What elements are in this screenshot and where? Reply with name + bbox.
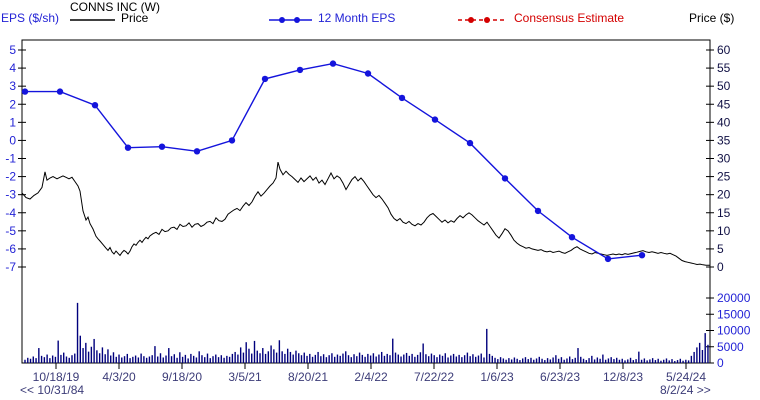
svg-text:5/24/24: 5/24/24 [666, 370, 706, 384]
price-line [21, 161, 710, 266]
svg-text:-1: -1 [5, 152, 16, 166]
svg-text:-6: -6 [5, 242, 16, 256]
svg-text:20: 20 [717, 188, 731, 202]
eps-axis: 5 4 3 2 1 0 -1 -2 -3 -4 -5 -6 -7 [5, 43, 26, 274]
svg-text:1/6/23: 1/6/23 [480, 370, 514, 384]
svg-text:4: 4 [9, 61, 16, 75]
eps-legend-label: 12 Month EPS [318, 11, 396, 25]
svg-text:0: 0 [717, 260, 724, 274]
svg-text:10000: 10000 [717, 324, 751, 338]
svg-text:5000: 5000 [717, 340, 744, 354]
consensus-legend-label: Consensus Estimate [514, 11, 625, 25]
svg-text:0: 0 [9, 133, 16, 147]
price-legend-label: Price [121, 11, 149, 25]
svg-text:12/8/23: 12/8/23 [603, 370, 643, 384]
svg-text:50: 50 [717, 79, 731, 93]
svg-text:10/18/19: 10/18/19 [33, 370, 80, 384]
consensus-legend-swatch [458, 17, 507, 23]
svg-text:4/3/20: 4/3/20 [102, 370, 136, 384]
svg-text:-7: -7 [5, 260, 16, 274]
svg-text:5: 5 [717, 242, 724, 256]
nav-prev-date[interactable]: << 10/31/84 [20, 383, 85, 397]
eps-legend-swatch [269, 17, 312, 23]
svg-text:25: 25 [717, 170, 731, 184]
svg-text:3/5/21: 3/5/21 [228, 370, 262, 384]
svg-text:15: 15 [717, 206, 731, 220]
volume-axis: 20000 15000 10000 5000 0 [706, 291, 751, 370]
svg-text:45: 45 [717, 97, 731, 111]
svg-text:1: 1 [9, 115, 16, 129]
svg-text:15000: 15000 [717, 307, 751, 321]
svg-text:10: 10 [717, 224, 731, 238]
nav-next-date[interactable]: 8/2/24 >> [660, 383, 711, 397]
svg-text:7/22/22: 7/22/22 [414, 370, 454, 384]
date-axis: 10/18/19 4/3/20 9/18/20 3/5/21 8/20/21 2/4/22… [33, 363, 706, 384]
eps-line [21, 60, 646, 263]
svg-text:-5: -5 [5, 224, 16, 238]
svg-text:20000: 20000 [717, 291, 751, 305]
svg-text:-3: -3 [5, 188, 16, 202]
svg-text:3: 3 [9, 79, 16, 93]
svg-text:2/4/22: 2/4/22 [354, 370, 388, 384]
svg-text:40: 40 [717, 115, 731, 129]
svg-text:2: 2 [9, 97, 16, 111]
svg-text:55: 55 [717, 61, 731, 75]
svg-text:8/20/21: 8/20/21 [288, 370, 328, 384]
svg-text:35: 35 [717, 133, 731, 147]
svg-text:0: 0 [717, 356, 724, 370]
price-axis-title: Price ($) [689, 11, 735, 25]
svg-text:30: 30 [717, 152, 731, 166]
svg-text:-4: -4 [5, 206, 16, 220]
svg-text:5: 5 [9, 43, 16, 57]
price-legend-swatch [70, 19, 115, 21]
plot-frame [21, 39, 711, 364]
eps-axis-title: EPS ($/sh) [1, 11, 60, 25]
svg-text:9/18/20: 9/18/20 [162, 370, 202, 384]
chart-title: CONNS INC (W) [70, 0, 160, 14]
svg-text:6/23/23: 6/23/23 [540, 370, 580, 384]
svg-text:-2: -2 [5, 170, 16, 184]
volume-bars [24, 302, 709, 364]
svg-text:60: 60 [717, 43, 731, 57]
